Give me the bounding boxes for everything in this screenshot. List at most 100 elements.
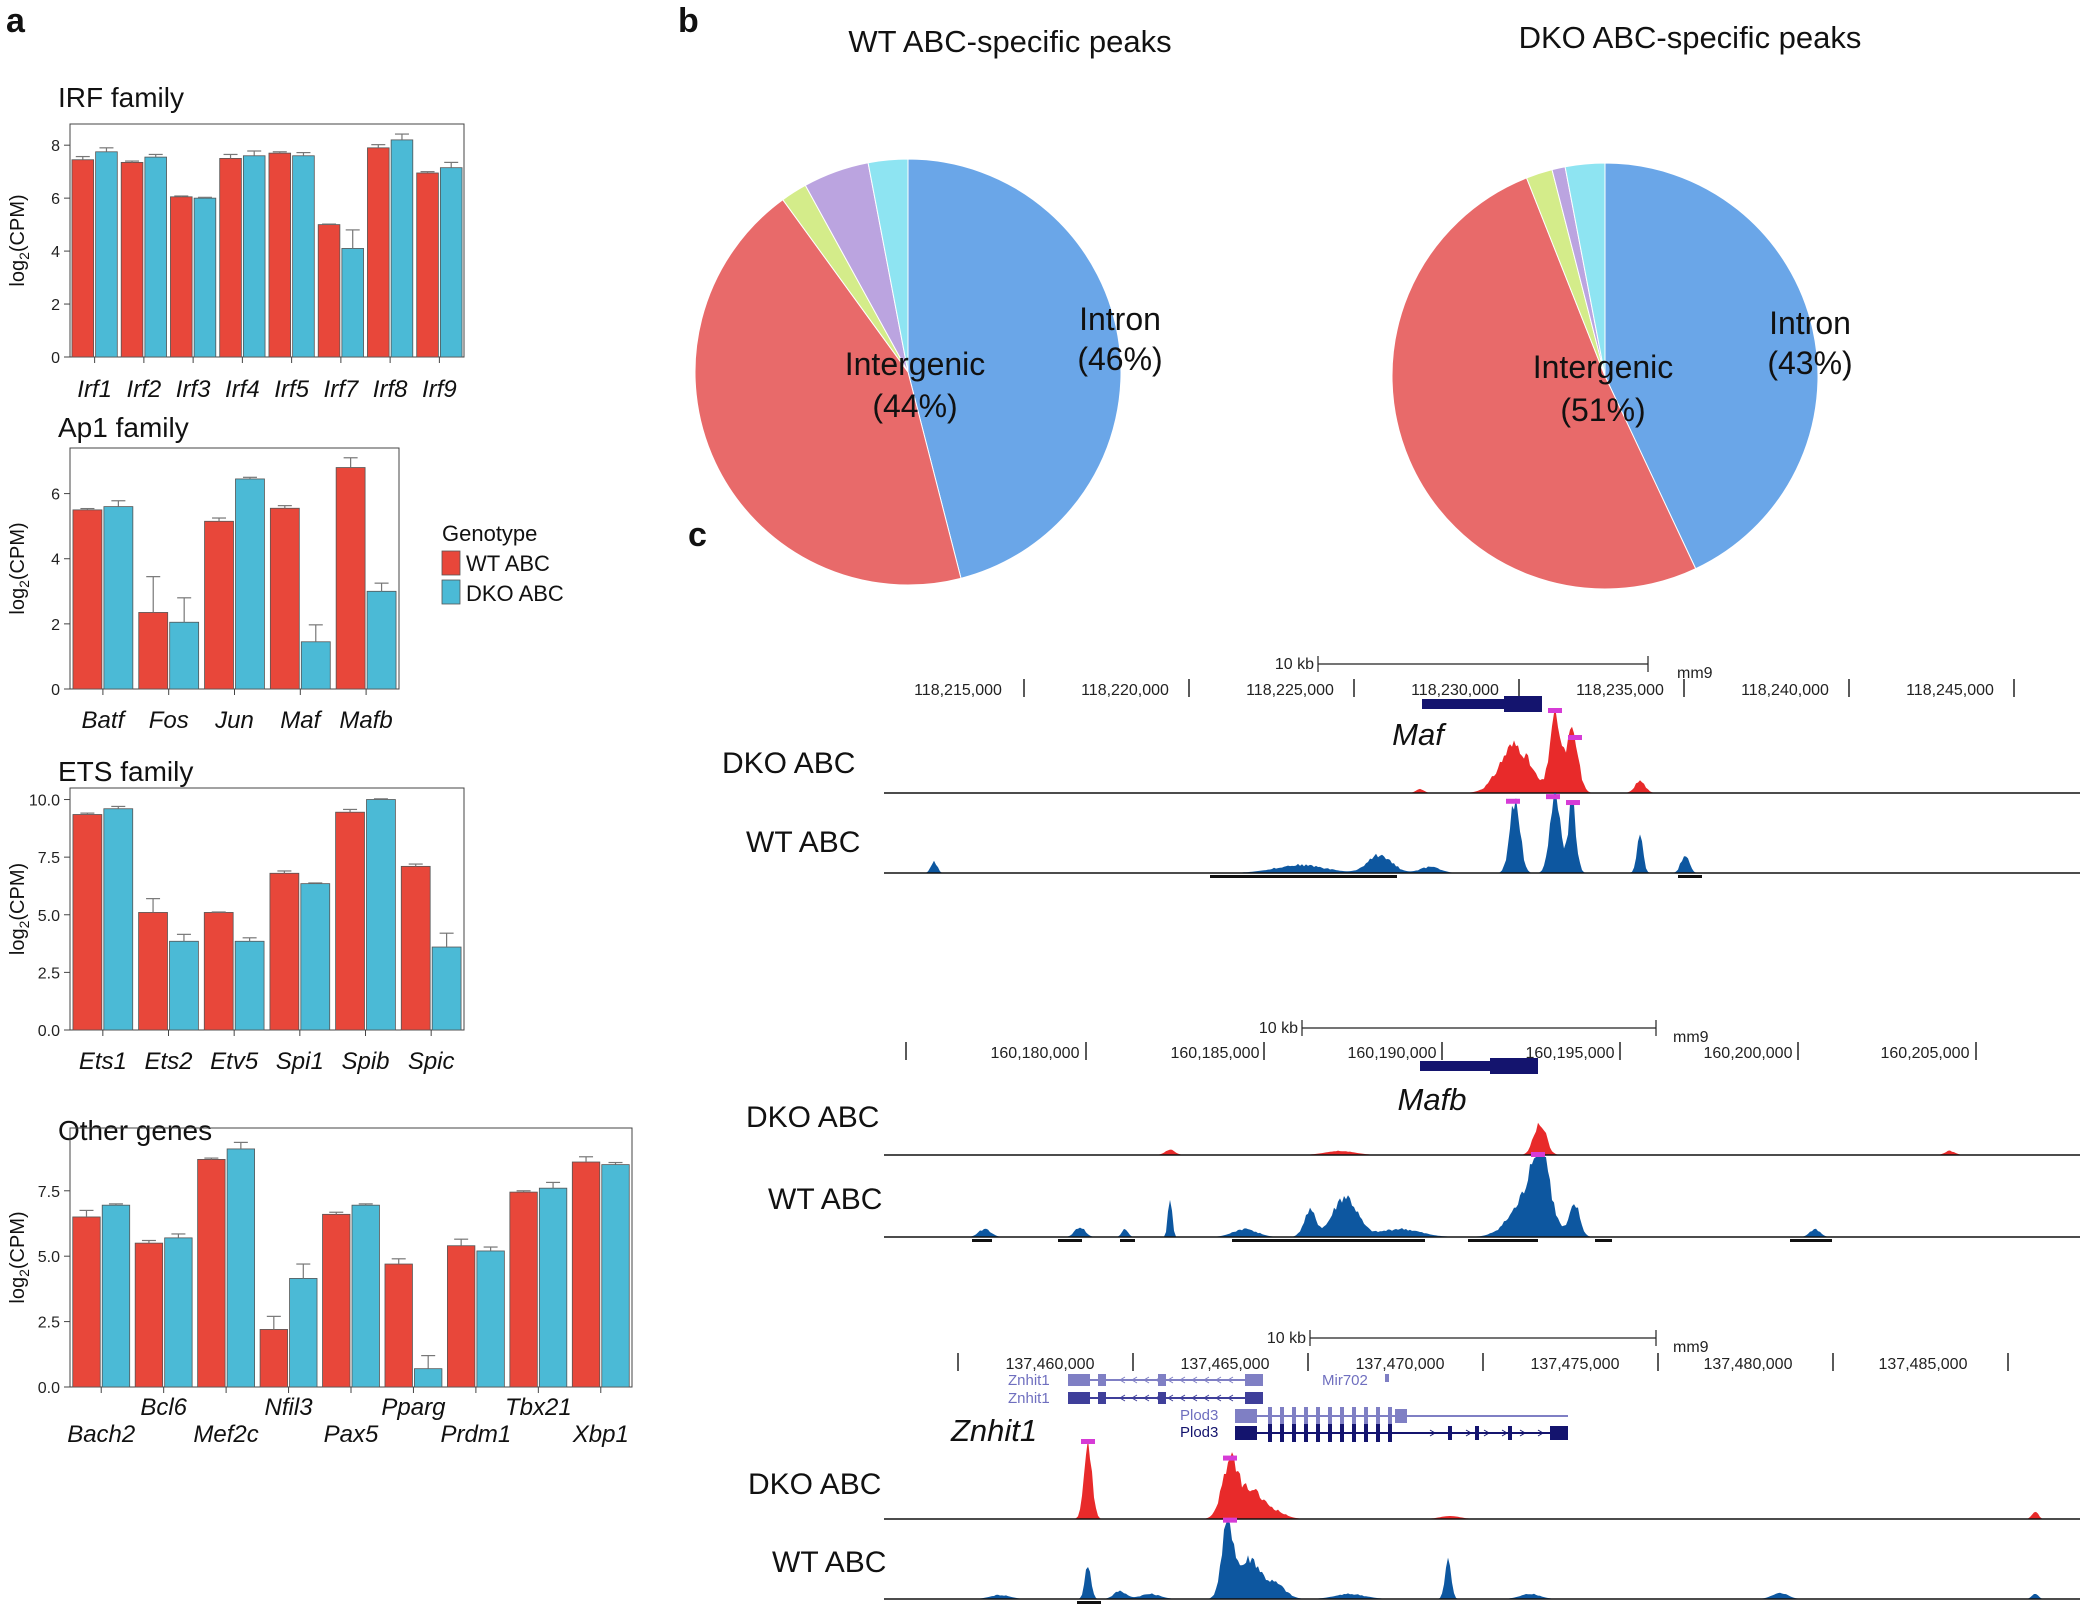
y-tick-label: 0 [51,350,60,367]
legend-wt-label: WT ABC [466,551,550,576]
y-tick-label: 7.5 [38,1184,60,1201]
bar-jun-wt [204,520,234,690]
bar-irf3-wt [170,196,193,358]
exon [1340,1424,1344,1442]
panel-label-a: a [6,2,26,40]
bar-pparg-wt [384,1263,413,1388]
strand-arrow [1131,1394,1138,1402]
exon [1340,1407,1344,1425]
bar-etv5-dko [234,940,265,1031]
strand-arrow [1179,1376,1186,1384]
strand-arrow [1143,1394,1150,1402]
coord-label: 118,240,000 [1741,682,1829,699]
coord-label: 160,190,000 [1348,1045,1437,1062]
chart-title: IRF family [58,82,184,113]
isoform-label-plod3-a: Plod3 [1180,1407,1218,1424]
pie-slice-intron [1604,162,1819,570]
track-label-dko: DKO ABC [748,1468,881,1501]
category-label-bcl6: Bcl6 [140,1394,187,1421]
y-tick-label: 0.0 [38,1380,60,1397]
signal-track-wt [884,1519,2080,1599]
gene-cds [1504,696,1542,712]
strand-arrow [1429,1429,1436,1437]
y-tick-label: 0.0 [38,1023,60,1040]
strand-arrow [1179,1394,1186,1402]
bar-fos-dko [169,621,200,690]
bar-batf-dko [103,506,134,690]
bar-spi1-wt [269,872,300,1031]
bar-pax5-wt [322,1213,351,1388]
assembly-label: mm9 [1673,1339,1709,1356]
bar-irf3-dko [193,197,217,358]
y-axis-label: log2(CPM) [7,522,32,614]
bar-jun-dko [235,478,265,690]
legend-dko-swatch [441,579,461,605]
coord-label: 137,475,000 [1531,1356,1620,1373]
peak-call-mark [1568,735,1582,741]
category-label-prdm1: Prdm1 [441,1421,512,1448]
gene-utr [1422,699,1504,709]
category-label-spi1: Spi1 [276,1048,324,1075]
strand-arrow [1501,1429,1508,1437]
exon [1376,1407,1380,1425]
pie-label-intergenic: Intergenic [1533,349,1674,385]
strand-arrow [1167,1376,1174,1384]
legend-title: Genotype [442,521,537,546]
bar-chart-irf-family: IRF family 0 2 4 6 8 log2(CPM) Irf1 Irf2 Irf3 Irf4… [7,82,465,403]
exon [1364,1407,1368,1425]
strand-arrow [1519,1429,1526,1437]
bar-irf7-wt [317,224,341,358]
category-label-bach2: Bach2 [67,1421,135,1448]
chart-title: ETS family [58,756,193,787]
exon [1268,1424,1272,1442]
coord-label: 137,460,000 [1006,1356,1095,1373]
bar-spib-dko [366,799,396,1031]
pie-pct-intergenic: (51%) [1560,392,1645,428]
coord-label: 160,195,000 [1526,1045,1615,1062]
bar-irf7-dko [341,248,364,358]
exon [1268,1407,1272,1425]
region-bar [1232,1239,1425,1242]
category-label-pax5: Pax5 [324,1421,379,1448]
category-label-spic: Spic [408,1048,455,1075]
gene-cds [1490,1058,1538,1074]
bar-irf1-dko [95,151,118,358]
pie-title: WT ABC-specific peaks [848,24,1171,59]
pie-slice-intron [907,158,1122,579]
chart-title: Other genes [58,1115,212,1146]
bar-mef2c-wt [197,1158,226,1388]
region-bar [1077,1601,1101,1604]
category-label-etv5: Etv5 [210,1048,259,1075]
scale-label: 10 kb [1275,656,1314,673]
y-tick-label: 2 [51,617,60,634]
category-label-irf7: Irf7 [324,376,360,403]
bar-irf9-wt [416,172,439,358]
isoform-label-plod3-b: Plod3 [1180,1424,1218,1441]
bar-etv5-wt [203,912,234,1031]
bar-irf5-dko [292,155,315,358]
category-label-spib: Spib [341,1048,389,1075]
y-tick-label: 5.0 [38,908,60,925]
coord-label: 118,215,000 [914,682,1002,699]
exon [1158,1374,1166,1386]
genome-browser-mafb: 10 kb mm9 160,180,000 160,185,000 160,190,00… [746,1020,2080,1242]
bar-chart-ets-family: ETS family 0.0 2.5 5.0 7.5 10.0 log2(CPM) Ets1 E… [7,756,465,1075]
genome-browser-maf: 10 kb mm9 118,215,000 118,220,000 118,225,00… [722,656,2080,878]
bar-chart-ap1-family: Ap1 family 0 2 4 6 log2(CPM) Batf Fos Jun Maf Mafb [7,412,400,734]
bar-bach2-wt [72,1216,101,1388]
isoform-label-znhit1-b: Znhit1 [1008,1390,1050,1407]
bar-irf5-wt [268,152,292,358]
bar-maf-dko [300,641,331,690]
pie-slice-other-3 [1564,162,1606,377]
peak-call-mark [1546,794,1560,800]
exon [1292,1424,1296,1442]
strand-arrow [1167,1394,1174,1402]
signal-track-wt [884,1157,2080,1237]
category-label-nfil3: Nfil3 [265,1394,314,1421]
strand-arrow [1143,1376,1150,1384]
y-tick-label: 4 [51,244,60,261]
signal-track-dko [884,1122,2080,1155]
peak-call-mark [1223,1455,1237,1461]
exon [1292,1407,1296,1425]
bar-ets2-dko [169,940,199,1031]
